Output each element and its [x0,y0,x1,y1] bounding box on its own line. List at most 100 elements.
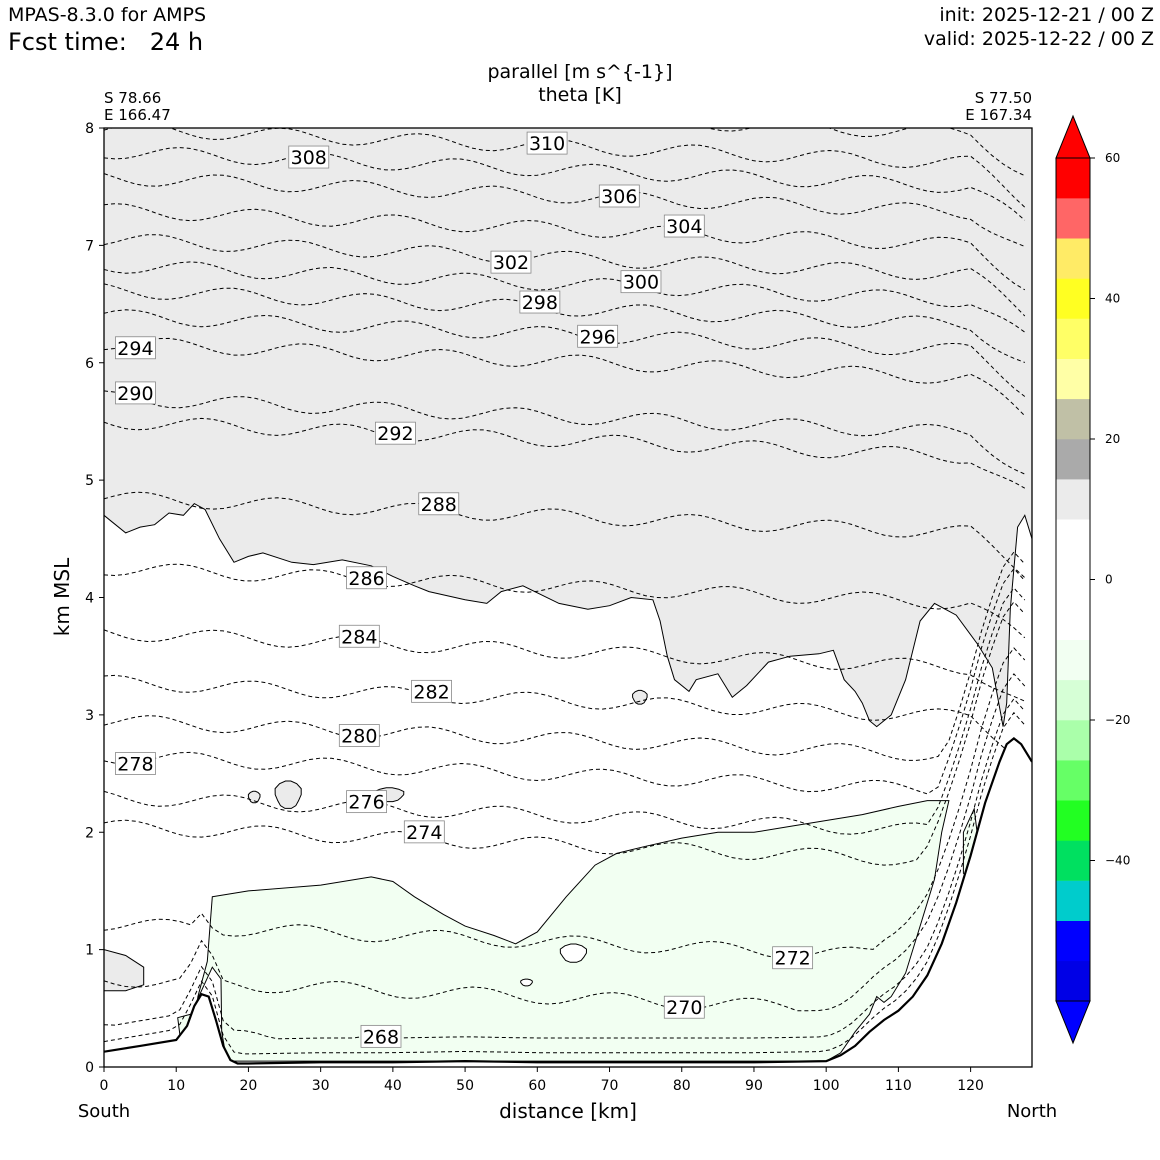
colorbar-swatch [1056,278,1090,319]
colorbar-swatch [1056,720,1090,761]
svg-text:308: 308 [291,147,327,169]
colorbar-swatch [1056,198,1090,239]
x-tick-label: 110 [885,1078,912,1094]
theta-contour-label: 276 [346,790,387,814]
x-tick-label: 40 [384,1078,402,1094]
colorbar-tick-label: −40 [1105,854,1130,868]
theta-contour-label: 278 [115,752,156,776]
theta-contour-label: 292 [375,421,416,445]
y-tick-label: 2 [85,825,94,841]
theta-contour-label: 280 [338,724,380,747]
y-tick-label: 8 [85,121,94,137]
theta-contour-line [104,587,1026,835]
x-tick-label: 50 [456,1078,474,1094]
colorbar-swatch [1056,760,1090,801]
small-wind-cell [274,780,302,809]
theta-contour-line [104,601,1026,866]
theta-contour-label: 274 [403,820,445,844]
colorbar-tick-label: 40 [1105,292,1120,306]
x-tick-label: 20 [240,1078,258,1094]
theta-contour-line [104,234,1026,317]
theta-contour-label: 270 [663,995,705,1019]
theta-contour-line [706,128,1026,177]
svg-text:292: 292 [377,423,413,445]
init-time-label: init: 2025-12-21 / 00 Z [939,4,1154,26]
theta-contour-label: 306 [598,184,640,208]
fcst-time-prefix: Fcst time: [8,28,127,56]
terrain-line [104,736,1032,1065]
svg-text:294: 294 [117,338,153,360]
colorbar-swatch [1056,880,1090,921]
theta-contour-line [104,673,1026,1012]
theta-contour-label: 294 [115,336,156,360]
x-tick-label: 0 [100,1078,109,1094]
small-wind-cell [559,943,588,963]
x-tick-label: 70 [601,1078,619,1094]
colorbar-swatch [1056,639,1090,681]
y-tick-label: 6 [85,356,94,372]
x-tick-label: 120 [957,1078,984,1094]
x-tick-label: 10 [167,1078,185,1094]
colorbar-tick-label: 60 [1105,151,1120,165]
colorbar-swatch [1056,358,1090,400]
svg-text:272: 272 [774,948,810,970]
theta-contour-line [104,337,1026,417]
end-lat-label: S 77.50 [975,89,1032,107]
colorbar-swatch [1056,840,1090,881]
svg-text:286: 286 [348,568,384,590]
svg-text:300: 300 [623,272,659,294]
colorbar-swatch [1056,519,1090,560]
colorbar-swatch [1056,920,1090,962]
theta-contour-line [104,563,1026,639]
svg-text:266: 266 [637,1077,673,1099]
fcst-time-value: 24 h [149,28,204,56]
small-wind-cell [632,689,648,705]
theta-contour-label: 304 [663,214,705,238]
x-axis-label: distance [km] [499,1099,637,1123]
theta-contour-label: 298 [519,290,561,314]
colorbar: −40 −20 0 20 40 60 [1055,114,1130,1045]
end-lon-label: E 167.34 [965,106,1032,124]
north-label: North [1007,1101,1057,1122]
theta-contour-line [104,697,1026,1040]
negative-wind-region [177,800,950,1062]
theta-contour-line [104,147,1026,221]
theta-contour-line [104,674,1026,762]
theta-contour-line [104,629,1026,702]
colorbar-extend-high [1055,114,1091,159]
y-tick-label: 5 [85,473,94,489]
svg-text:298: 298 [522,292,558,314]
colorbar-swatch [1056,439,1090,480]
svg-text:282: 282 [413,681,449,703]
svg-text:274: 274 [406,822,442,844]
svg-text:310: 310 [529,133,565,155]
theta-contour-line [104,203,1026,291]
theta-contour-line [104,491,1026,578]
theta-contour-line [104,283,1025,363]
model-label: MPAS-8.3.0 for AMPS [8,4,207,26]
svg-text:288: 288 [421,494,457,516]
colorbar-tick-label: 20 [1105,432,1120,446]
theta-contour-label: 272 [772,946,814,970]
y-tick-label: 7 [85,238,94,254]
colorbar-swatch [1056,479,1090,520]
valid-time-label: valid: 2025-12-22 / 00 Z [923,28,1154,50]
theta-contour-label: 290 [115,381,156,405]
svg-text:296: 296 [580,326,616,348]
svg-text:306: 306 [601,186,637,208]
theta-contour-line [104,551,1026,761]
theta-contour-line [104,390,1026,475]
svg-text:302: 302 [493,252,529,274]
x-tick-label: 60 [528,1078,546,1094]
colorbar-swatch [1056,398,1090,440]
colorbar-swatch [1056,800,1090,841]
svg-text:280: 280 [341,725,377,747]
theta-contour-line [104,261,1026,333]
theta-contour-label: 266 [635,1076,675,1099]
x-tick-label: 30 [312,1078,330,1094]
x-tick-label: 100 [813,1078,840,1094]
theta-contour-line [104,173,1025,247]
theta-contour-label: 286 [346,566,387,590]
theta-contour-label: 268 [360,1024,402,1048]
